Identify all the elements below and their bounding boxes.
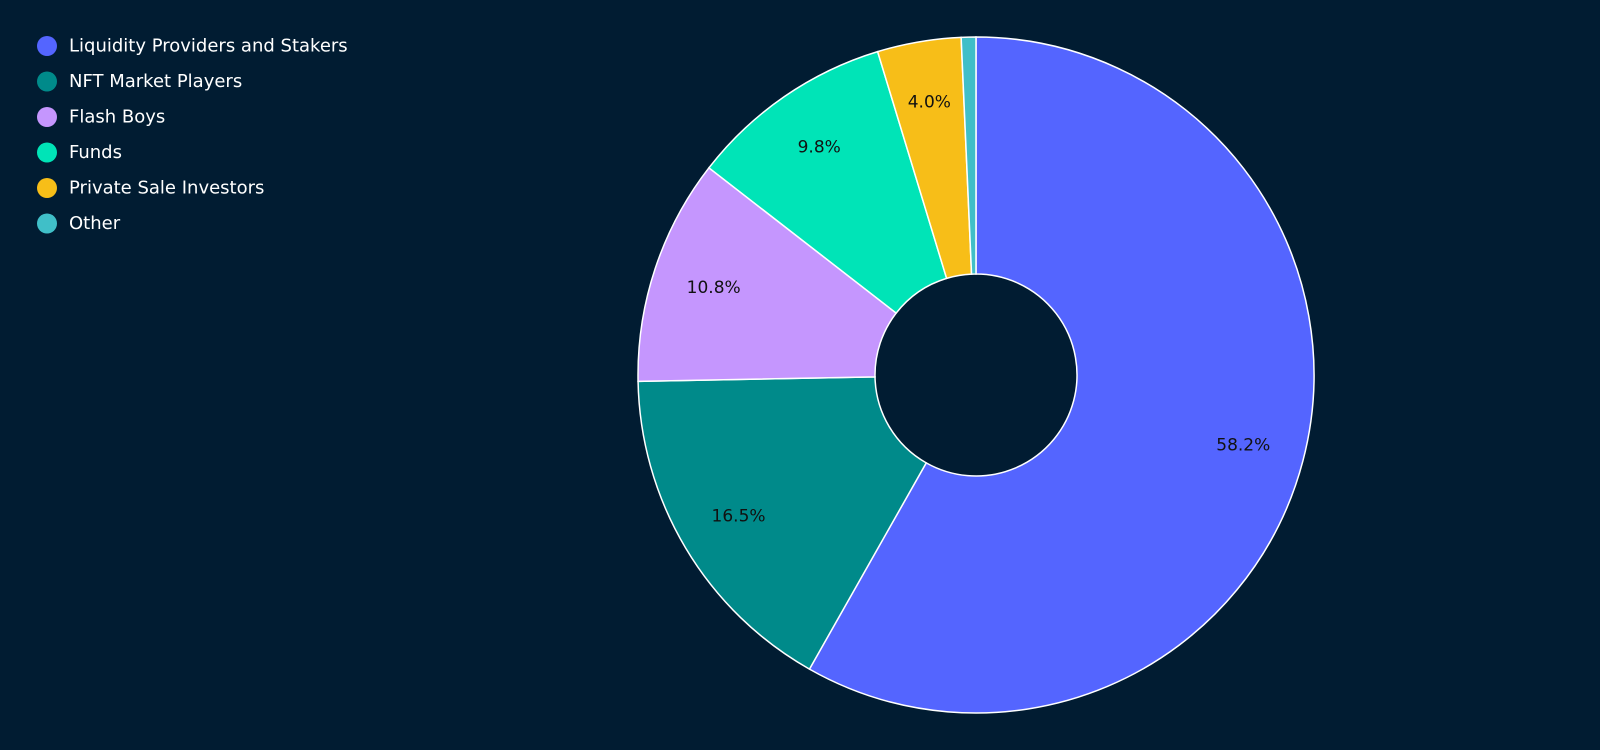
legend-item[interactable]: Private Sale Investors: [37, 178, 264, 199]
legend-item[interactable]: Other: [37, 213, 121, 234]
legend-item[interactable]: Liquidity Providers and Stakers: [37, 36, 348, 57]
slice-liquidity-providers-and-stakers[interactable]: [808, 36, 1315, 714]
slice-label: 58.2%: [1216, 435, 1270, 455]
legend-label: Private Sale Investors: [69, 178, 264, 199]
legend-label: Liquidity Providers and Stakers: [69, 36, 348, 57]
legend-label: Funds: [69, 142, 122, 163]
slice-label: 9.8%: [798, 137, 841, 157]
donut-slices: [637, 36, 1315, 714]
legend-swatch: [37, 142, 57, 163]
legend-swatch: [37, 71, 57, 92]
legend-item[interactable]: NFT Market Players: [37, 71, 242, 92]
legend-label: NFT Market Players: [69, 71, 242, 92]
slice-funds[interactable]: [707, 50, 948, 315]
legend-swatch: [37, 107, 57, 127]
legend-swatch: [37, 36, 57, 56]
slice-label: 4.0%: [908, 93, 951, 113]
legend: Liquidity Providers and Stakers NFT Marke…: [37, 36, 348, 234]
legend-swatch: [37, 213, 57, 234]
slice-label: 10.8%: [687, 278, 741, 298]
slice-labels: 58.2% 16.5% 10.8% 9.8% 4.0%: [687, 93, 1271, 527]
legend-swatch: [37, 178, 57, 198]
legend-item[interactable]: Flash Boys: [37, 107, 165, 128]
legend-label: Flash Boys: [69, 107, 165, 128]
slice-nft-market-players[interactable]: [637, 376, 928, 671]
slice-flash-boys[interactable]: [637, 166, 898, 383]
legend-item[interactable]: Funds: [37, 142, 122, 163]
slice-label: 16.5%: [712, 506, 766, 526]
slice-other[interactable]: [960, 36, 977, 275]
legend-label: Other: [69, 213, 121, 234]
